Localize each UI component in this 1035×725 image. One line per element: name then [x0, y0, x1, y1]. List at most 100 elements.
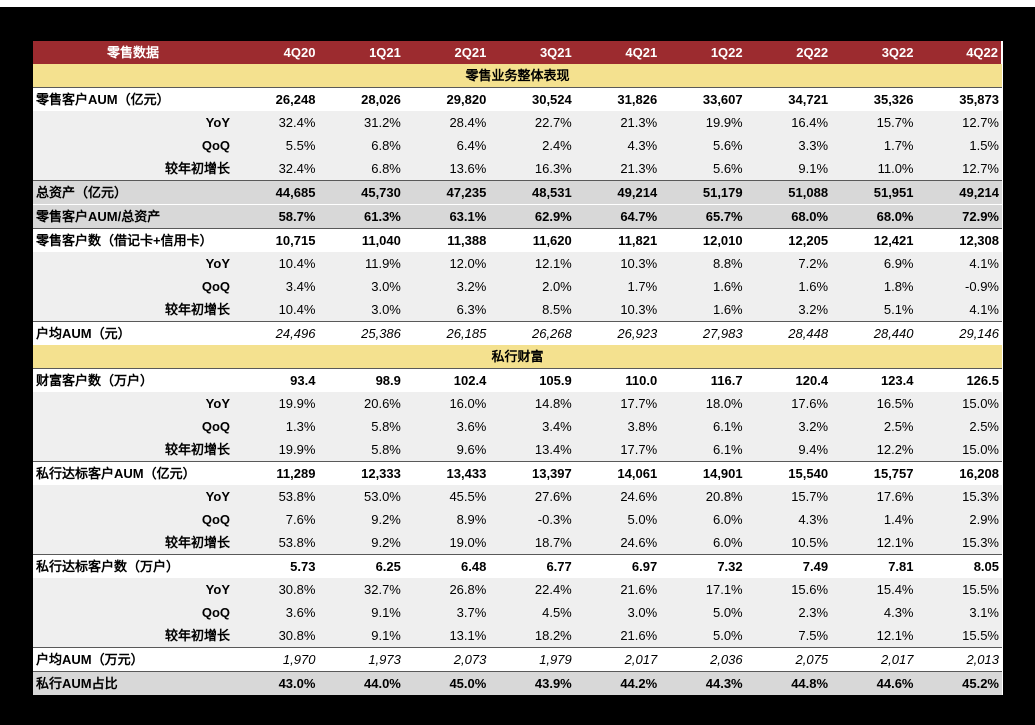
value-cell: 44.6%	[831, 671, 917, 695]
value-cell: 28,440	[831, 321, 917, 345]
value-cell: 6.8%	[318, 157, 404, 181]
row-label: 零售客户数（借记卡+信用卡）	[33, 228, 233, 252]
value-cell: 11,388	[403, 228, 490, 252]
metric-row: 户均AUM（万元） 1,970 1,973 2,073 1,979 2,017 2,036 2…	[33, 647, 1002, 672]
value-cell: 2,036	[660, 647, 746, 672]
value-cell: 2,075	[745, 647, 832, 672]
value-cell: 15,757	[831, 461, 917, 485]
value-cell: 9.2%	[318, 531, 404, 555]
value-cell: 3.7%	[403, 601, 490, 624]
metric-row: 总资产（亿元） 44,685 45,730 47,235 48,531 49,214 51,…	[33, 180, 1002, 205]
value-cell: 64.7%	[574, 204, 661, 229]
value-cell: 11,821	[574, 228, 661, 252]
value-cell: 28,448	[745, 321, 832, 345]
metric-row: 零售客户数（借记卡+信用卡） 10,715 11,040 11,388 11,620 11…	[33, 228, 1002, 252]
metric-row: YoY 32.4% 31.2% 28.4% 22.7% 21.3% 19.9% 16.4% 15…	[33, 111, 1002, 134]
value-cell: 98.9	[318, 368, 404, 392]
value-cell: 72.9%	[916, 204, 1002, 229]
value-cell: 3.8%	[574, 415, 661, 438]
value-cell: 1.8%	[831, 275, 917, 298]
value-cell: 21.6%	[574, 578, 661, 601]
value-cell: 4.5%	[489, 601, 575, 624]
value-cell: 2.0%	[489, 275, 575, 298]
value-cell: 13.1%	[403, 624, 490, 648]
value-cell: 4.3%	[745, 508, 832, 531]
value-cell: 12.1%	[489, 252, 575, 275]
quarter-header-4q21: 4Q21	[574, 41, 661, 64]
value-cell: 5.6%	[660, 134, 746, 157]
value-cell: 49,214	[574, 180, 661, 205]
value-cell: 22.7%	[489, 111, 575, 134]
value-cell: 29,146	[916, 321, 1002, 345]
value-cell: 120.4	[745, 368, 832, 392]
value-cell: 15.7%	[745, 485, 832, 508]
metric-row: 零售客户AUM/总资产 58.7% 61.3% 63.1% 62.9% 64.7% 65.7…	[33, 204, 1002, 229]
value-cell: 1,970	[233, 647, 319, 672]
value-cell: 7.6%	[233, 508, 319, 531]
value-cell: 1.6%	[660, 275, 746, 298]
value-cell: 6.25	[318, 554, 404, 578]
metric-row: QoQ 1.3% 5.8% 3.6% 3.4% 3.8% 6.1% 3.2% 2.5% 2.5%	[33, 415, 1002, 438]
row-label: 户均AUM（元）	[33, 321, 233, 345]
value-cell: 12,308	[916, 228, 1002, 252]
value-cell: 11.0%	[831, 157, 917, 181]
value-cell: 11,040	[318, 228, 404, 252]
value-cell: 15.5%	[916, 578, 1002, 601]
value-cell: 10.3%	[574, 298, 661, 322]
row-label: 较年初增长	[33, 531, 233, 555]
value-cell: 63.1%	[403, 204, 490, 229]
value-cell: 1.6%	[745, 275, 832, 298]
value-cell: 17.6%	[745, 392, 832, 415]
value-cell: 18.2%	[489, 624, 575, 648]
value-cell: 26,268	[489, 321, 575, 345]
value-cell: 11,289	[233, 461, 319, 485]
value-cell: 24.6%	[574, 485, 661, 508]
value-cell: 2.3%	[745, 601, 832, 624]
value-cell: 30.8%	[233, 624, 319, 648]
value-cell: 16.5%	[831, 392, 917, 415]
value-cell: 28,026	[318, 87, 404, 111]
table-title: 零售数据	[33, 41, 233, 64]
metric-row: QoQ 7.6% 9.2% 8.9% -0.3% 5.0% 6.0% 4.3% 1.4% 2.9%	[33, 508, 1002, 531]
row-label: YoY	[33, 252, 233, 275]
row-label: 私行财富	[33, 345, 1002, 369]
value-cell: 6.0%	[660, 508, 746, 531]
value-cell: 12.1%	[831, 531, 917, 555]
value-cell: 26,923	[574, 321, 661, 345]
value-cell: 4.3%	[831, 601, 917, 624]
metric-row: 私行达标客户数（万户） 5.73 6.25 6.48 6.77 6.97 7.32 7.49 7…	[33, 554, 1002, 578]
row-label: YoY	[33, 578, 233, 601]
value-cell: 19.0%	[403, 531, 490, 555]
value-cell: 3.3%	[745, 134, 832, 157]
value-cell: 2.9%	[916, 508, 1002, 531]
value-cell: 1.7%	[831, 134, 917, 157]
value-cell: 12.0%	[403, 252, 490, 275]
value-cell: 2,017	[831, 647, 917, 672]
value-cell: 44.0%	[318, 671, 404, 695]
value-cell: 30,524	[489, 87, 575, 111]
value-cell: 2,073	[403, 647, 490, 672]
value-cell: 20.6%	[318, 392, 404, 415]
value-cell: 12.7%	[916, 157, 1002, 181]
value-cell: 43.0%	[233, 671, 319, 695]
value-cell: 4.1%	[916, 252, 1002, 275]
value-cell: 31,826	[574, 87, 661, 111]
value-cell: 14.8%	[489, 392, 575, 415]
value-cell: 6.3%	[403, 298, 490, 322]
value-cell: 10.4%	[233, 252, 319, 275]
value-cell: 12,421	[831, 228, 917, 252]
value-cell: 7.5%	[745, 624, 832, 648]
value-cell: 3.6%	[403, 415, 490, 438]
value-cell: 18.0%	[660, 392, 746, 415]
value-cell: 26,185	[403, 321, 490, 345]
metric-row: YoY 30.8% 32.7% 26.8% 22.4% 21.6% 17.1% 15.6% 15…	[33, 578, 1002, 601]
value-cell: 30.8%	[233, 578, 319, 601]
value-cell: 7.49	[745, 554, 832, 578]
metric-row: YoY 10.4% 11.9% 12.0% 12.1% 10.3% 8.8% 7.2% 6.9%…	[33, 252, 1002, 275]
value-cell: 6.77	[489, 554, 575, 578]
section-row: 私行财富	[33, 345, 1002, 369]
row-label: 私行AUM占比	[33, 671, 233, 695]
value-cell: 3.1%	[916, 601, 1002, 624]
value-cell: 14,901	[660, 461, 746, 485]
